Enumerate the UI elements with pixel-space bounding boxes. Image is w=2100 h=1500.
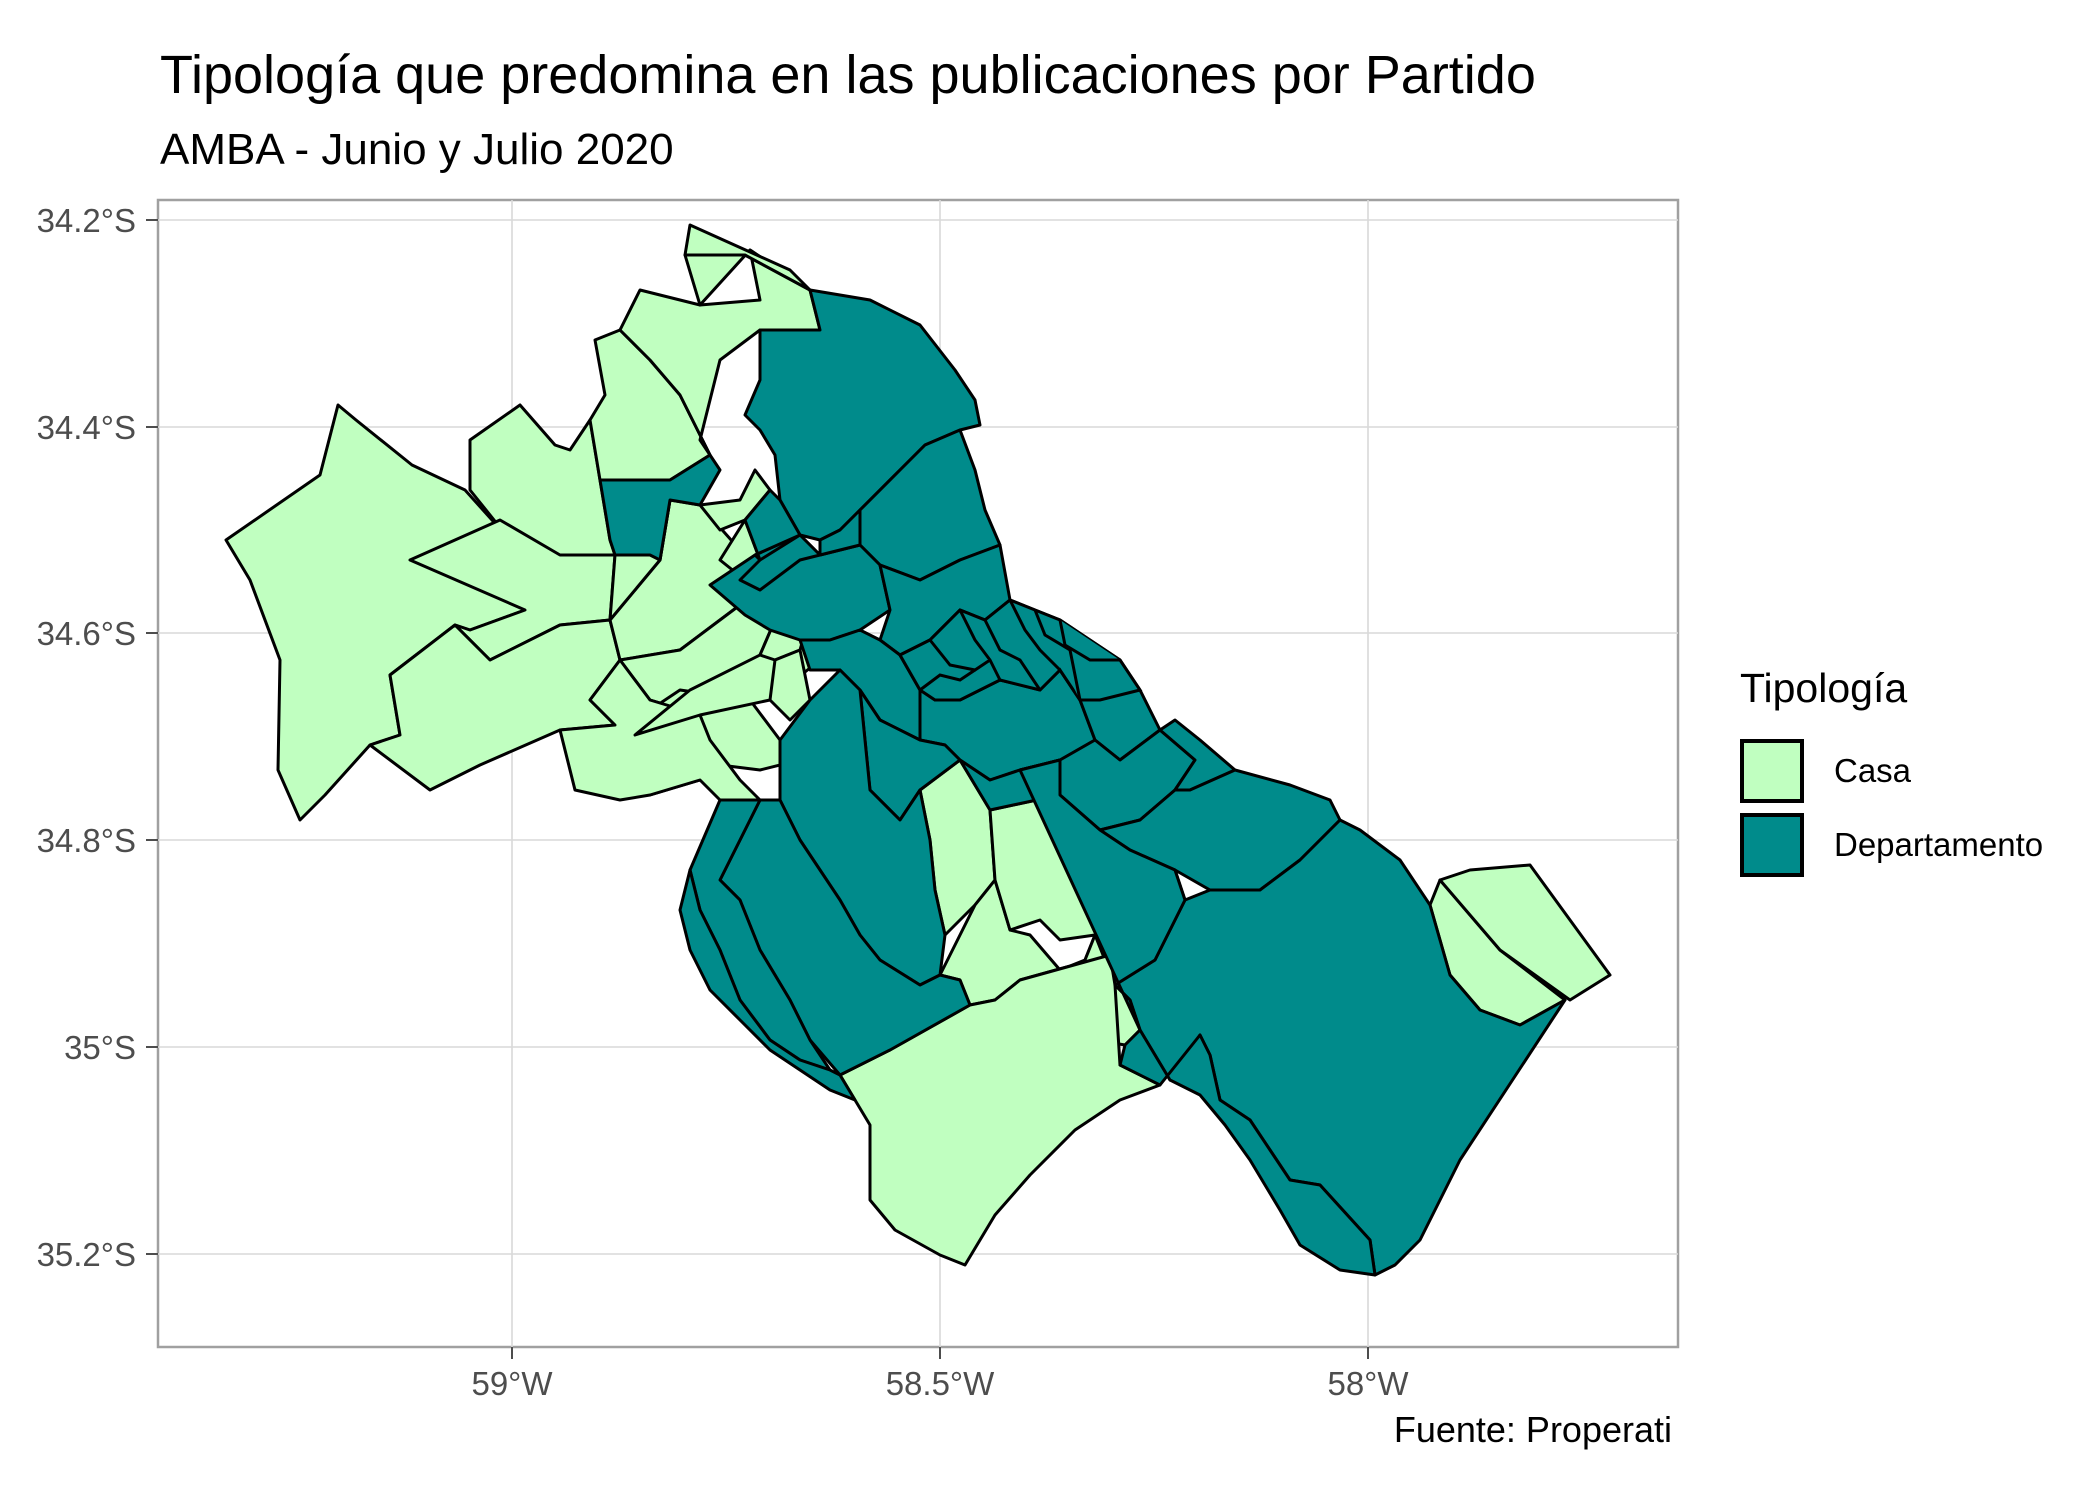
region-departamento[interactable] bbox=[818, 508, 862, 557]
y-tick-label: 35°S bbox=[64, 1029, 136, 1066]
source-caption: Fuente: Properati bbox=[1393, 1409, 1672, 1450]
y-axis-labels: 34.2°S 34.4°S 34.6°S 34.8°S 35°S 35.2°S bbox=[37, 202, 136, 1273]
y-tick-label: 34.6°S bbox=[37, 615, 136, 652]
region-departamento[interactable] bbox=[743, 488, 802, 562]
region-departamento[interactable] bbox=[598, 453, 722, 562]
y-tick-label: 34.8°S bbox=[37, 822, 136, 859]
partidos-layer bbox=[224, 223, 1612, 1277]
legend-title: Tipología bbox=[1740, 665, 1908, 711]
region-departamento[interactable] bbox=[1018, 758, 1377, 1277]
x-axis-labels: 59°W 58.5°W 58°W bbox=[471, 1365, 1409, 1402]
legend-label-departamento: Departamento bbox=[1834, 826, 2044, 863]
chart-title: Tipología que predomina en las publicaci… bbox=[160, 45, 1536, 105]
region-casa[interactable] bbox=[683, 223, 812, 292]
x-tick-label: 59°W bbox=[471, 1365, 553, 1402]
y-tick-label: 35.2°S bbox=[37, 1236, 136, 1273]
region-departamento[interactable] bbox=[678, 868, 857, 1102]
y-tick-label: 34.4°S bbox=[37, 409, 136, 446]
x-tick-label: 58.5°W bbox=[886, 1365, 995, 1402]
legend-key-casa bbox=[1740, 739, 1804, 803]
region-casa[interactable] bbox=[1438, 863, 1612, 1002]
caba-cluster bbox=[897, 598, 1143, 702]
legend-label-casa: Casa bbox=[1834, 752, 1912, 789]
region-casa[interactable] bbox=[558, 658, 762, 802]
legend: Tipología Casa Departamento bbox=[1740, 665, 2043, 882]
legend-item-casa: Casa bbox=[1740, 734, 2043, 808]
legend-key-departamento bbox=[1740, 813, 1804, 877]
x-tick-label: 58°W bbox=[1327, 1365, 1409, 1402]
axis-ticks bbox=[146, 219, 1369, 1359]
legend-item-departamento: Departamento bbox=[1740, 808, 2043, 882]
region-casa[interactable] bbox=[768, 648, 812, 722]
chart-subtitle: AMBA - Junio y Julio 2020 bbox=[160, 125, 674, 174]
y-tick-label: 34.2°S bbox=[37, 202, 136, 239]
